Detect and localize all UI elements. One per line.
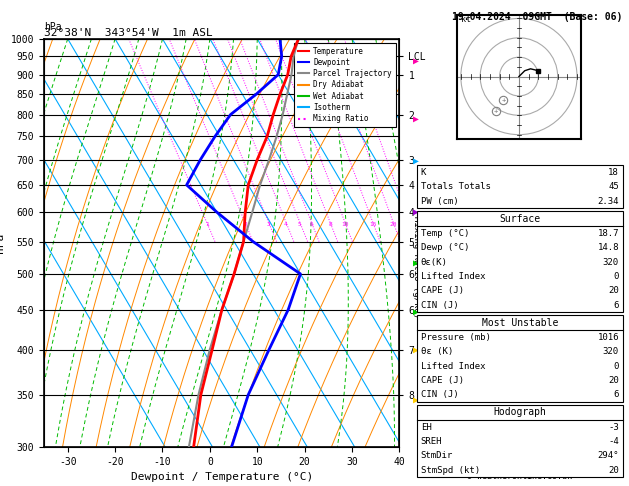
- Text: 1016: 1016: [598, 333, 619, 342]
- Text: CIN (J): CIN (J): [421, 390, 459, 399]
- Text: PW (cm): PW (cm): [421, 196, 459, 206]
- Text: Lifted Index: Lifted Index: [421, 362, 486, 371]
- Text: 19.04.2024  09GMT  (Base: 06): 19.04.2024 09GMT (Base: 06): [452, 12, 623, 22]
- Text: StmDir: StmDir: [421, 451, 453, 460]
- Text: Pressure (mb): Pressure (mb): [421, 333, 491, 342]
- Text: ▶: ▶: [413, 258, 419, 267]
- Text: Mixing Ratio (g/kg): Mixing Ratio (g/kg): [412, 216, 421, 318]
- Text: θε(K): θε(K): [421, 258, 448, 267]
- Text: 14.8: 14.8: [598, 243, 619, 252]
- Text: 18: 18: [608, 168, 619, 177]
- Text: © weatheronline.co.uk: © weatheronline.co.uk: [467, 472, 572, 481]
- Text: 2.34: 2.34: [598, 196, 619, 206]
- Y-axis label: hPa: hPa: [0, 233, 5, 253]
- Text: 10: 10: [342, 223, 348, 227]
- Text: -4: -4: [608, 437, 619, 446]
- Text: Lifted Index: Lifted Index: [421, 272, 486, 281]
- Legend: Temperature, Dewpoint, Parcel Trajectory, Dry Adiabat, Wet Adiabat, Isotherm, Mi: Temperature, Dewpoint, Parcel Trajectory…: [294, 43, 396, 127]
- Text: 20: 20: [389, 223, 397, 227]
- Text: 320: 320: [603, 347, 619, 356]
- Text: 8: 8: [328, 223, 332, 227]
- Text: Surface: Surface: [499, 214, 540, 224]
- Text: CAPE (J): CAPE (J): [421, 376, 464, 385]
- Text: 3: 3: [267, 223, 270, 227]
- Text: Dewp (°C): Dewp (°C): [421, 243, 469, 252]
- Text: 6: 6: [309, 223, 313, 227]
- Text: 320: 320: [603, 258, 619, 267]
- Text: 5: 5: [298, 223, 302, 227]
- Text: 20: 20: [608, 466, 619, 475]
- Text: 4: 4: [284, 223, 288, 227]
- Text: EH: EH: [421, 422, 431, 432]
- Text: ▶: ▶: [413, 156, 419, 166]
- Text: 1: 1: [205, 223, 209, 227]
- Text: 2: 2: [243, 223, 247, 227]
- Text: 20: 20: [608, 286, 619, 295]
- Text: ▶: ▶: [413, 114, 419, 124]
- Text: ▶: ▶: [413, 345, 419, 355]
- Text: StmSpd (kt): StmSpd (kt): [421, 466, 480, 475]
- Text: K: K: [421, 168, 426, 177]
- Text: 18.7: 18.7: [598, 229, 619, 238]
- Text: CAPE (J): CAPE (J): [421, 286, 464, 295]
- Text: θε (K): θε (K): [421, 347, 453, 356]
- Text: 0: 0: [613, 272, 619, 281]
- Text: Hodograph: Hodograph: [493, 407, 547, 417]
- Text: 6: 6: [613, 390, 619, 399]
- Text: -3: -3: [608, 422, 619, 432]
- Text: Most Unstable: Most Unstable: [482, 318, 558, 328]
- Text: 15: 15: [369, 223, 377, 227]
- Text: ▶: ▶: [413, 395, 419, 405]
- Text: ▶: ▶: [413, 207, 419, 217]
- Text: +: +: [494, 108, 498, 114]
- Text: 0: 0: [613, 362, 619, 371]
- Text: CIN (J): CIN (J): [421, 300, 459, 310]
- Text: 6: 6: [613, 300, 619, 310]
- Y-axis label: km
ASL: km ASL: [440, 232, 457, 254]
- Text: Temp (°C): Temp (°C): [421, 229, 469, 238]
- Text: kt: kt: [461, 16, 471, 24]
- Text: hPa: hPa: [44, 21, 62, 32]
- Text: 45: 45: [608, 182, 619, 191]
- Text: ▶: ▶: [413, 306, 419, 316]
- Text: 20: 20: [608, 376, 619, 385]
- Text: +: +: [501, 97, 506, 103]
- Text: ▶: ▶: [413, 56, 419, 66]
- Text: 32°38'N  343°54'W  1m ASL: 32°38'N 343°54'W 1m ASL: [44, 28, 213, 38]
- Text: Totals Totals: Totals Totals: [421, 182, 491, 191]
- Text: 294°: 294°: [598, 451, 619, 460]
- X-axis label: Dewpoint / Temperature (°C): Dewpoint / Temperature (°C): [131, 472, 313, 483]
- Text: SREH: SREH: [421, 437, 442, 446]
